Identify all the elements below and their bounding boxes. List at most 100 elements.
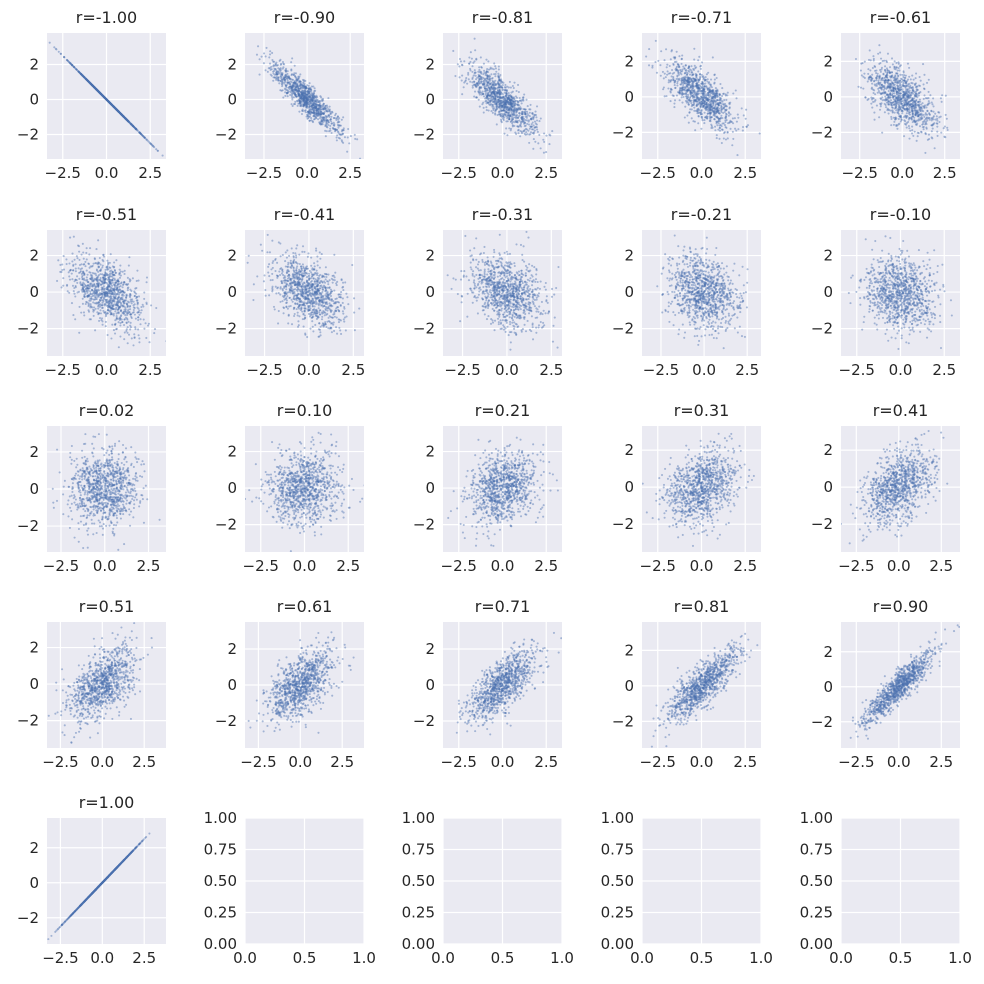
scatter-point [327, 121, 330, 124]
scatter-point [331, 126, 334, 129]
scatter-point [294, 89, 297, 92]
scatter-point [321, 121, 324, 124]
scatter-point [298, 94, 302, 97]
scatter-point [705, 97, 708, 100]
scatter-point [676, 84, 679, 87]
scatter-point [891, 63, 894, 66]
scatter-point [296, 104, 299, 107]
scatter-point [97, 90, 100, 93]
scatter-point [292, 73, 295, 76]
scatter-point [106, 99, 109, 102]
scatter-point [103, 96, 106, 99]
scatter-point [295, 89, 298, 92]
scatter-point [314, 105, 317, 108]
scatter-point [326, 119, 329, 122]
scatter-point [675, 94, 678, 97]
scatter-point [484, 72, 487, 75]
scatter-point [113, 106, 116, 109]
scatter-point [100, 93, 103, 96]
scatter-point [312, 91, 316, 95]
scatter-point [71, 64, 74, 67]
scatter-point [80, 73, 83, 76]
scatter-point [473, 80, 476, 83]
scatter-point [96, 89, 99, 92]
scatter-point [95, 88, 98, 91]
scatter-point [932, 110, 935, 113]
scatter-point [737, 128, 740, 131]
scatter-point [301, 93, 304, 96]
scatter-point [116, 109, 120, 113]
scatter-point [301, 89, 304, 92]
scatter-point [90, 83, 93, 86]
scatter-point [508, 80, 511, 83]
scatter-point [498, 79, 501, 82]
scatter-point [329, 112, 332, 115]
scatter-point [485, 70, 488, 73]
scatter-point [132, 125, 135, 128]
scatter-point [905, 91, 908, 94]
scatter-point [322, 118, 326, 122]
scatter-point [103, 96, 106, 99]
scatter-point [114, 107, 117, 110]
scatter-point [287, 81, 290, 84]
scatter-point [324, 117, 328, 120]
scatter-point [91, 84, 94, 87]
scatter-point [305, 105, 308, 108]
scatter-point [337, 131, 340, 134]
scatter-point [527, 120, 530, 123]
scatter-point [304, 96, 307, 100]
scatter-point [285, 86, 288, 89]
scatter-point [99, 92, 102, 95]
scatter-point [279, 67, 282, 70]
scatter-point [520, 113, 524, 116]
scatter-point [114, 107, 118, 111]
scatter-point [130, 123, 133, 126]
scatter-point [498, 95, 502, 98]
scatter-point [255, 53, 259, 56]
scatter-point [503, 116, 506, 119]
scatter-point [110, 103, 113, 106]
scatter-point [305, 99, 308, 103]
scatter-point [296, 89, 299, 92]
scatter-point [500, 91, 503, 94]
scatter-point [119, 112, 122, 115]
scatter-point [512, 100, 515, 103]
scatter-point [716, 102, 719, 105]
scatter-point [310, 85, 313, 88]
scatter-point [871, 73, 874, 76]
scatter-point [139, 132, 142, 135]
scatter-point [293, 72, 296, 75]
scatter-point [680, 62, 683, 65]
scatter-point [928, 112, 931, 115]
scatter-point [111, 104, 114, 107]
scatter-point [306, 113, 309, 116]
scatter-point [308, 119, 311, 122]
scatter-point [264, 55, 267, 58]
scatter-point [85, 78, 88, 81]
scatter-point [932, 123, 935, 126]
scatter-point [731, 130, 734, 133]
scatter-point [506, 105, 509, 108]
scatter-point [310, 99, 313, 102]
scatter-point [109, 102, 112, 105]
scatter-point [92, 85, 96, 89]
scatter-point [107, 100, 111, 104]
scatter-point [131, 124, 134, 127]
scatter-point [513, 104, 516, 107]
scatter-point [146, 139, 149, 142]
scatter-point [327, 123, 330, 127]
scatter-point [863, 60, 866, 63]
scatter-point [102, 95, 105, 98]
scatter-point [537, 142, 540, 145]
scatter-point [874, 65, 877, 68]
scatter-point [539, 117, 542, 120]
scatter-point [702, 92, 705, 95]
scatter-point [81, 74, 84, 77]
scatter-point [295, 82, 298, 86]
scatter-point [304, 86, 307, 90]
scatter-point [915, 72, 918, 75]
scatter-point [317, 106, 320, 110]
scatter-point [152, 145, 155, 148]
scatter-point [101, 94, 104, 97]
scatter-point [108, 101, 111, 104]
